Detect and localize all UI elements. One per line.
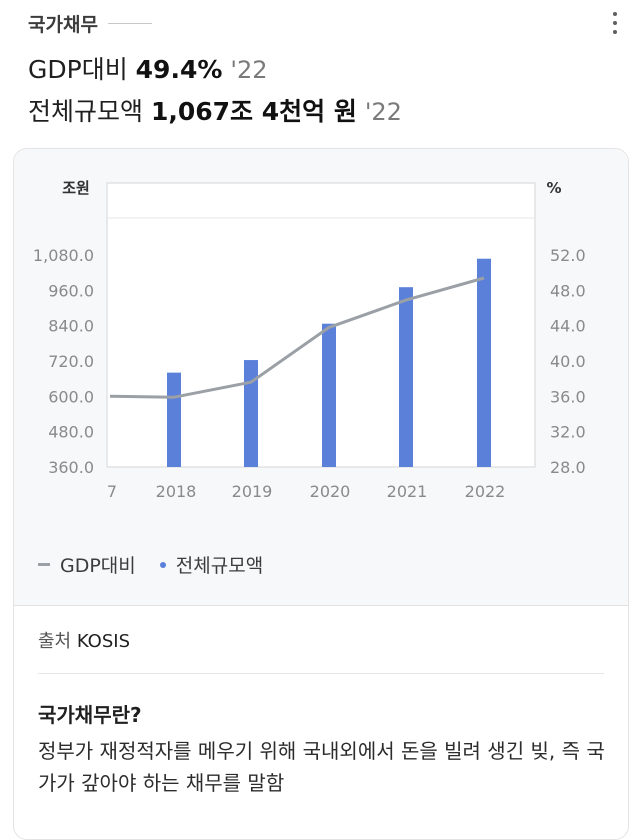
stat-year: '22: [230, 56, 268, 84]
bar-2019: [244, 360, 258, 467]
stat-gdp-ratio: GDP대비 49.4% '22: [28, 50, 267, 86]
bar-2022: [477, 258, 491, 467]
chart-legend: GDP대비 전체규모액: [38, 551, 263, 578]
legend-line-label: GDP대비: [60, 555, 136, 577]
source-line: 출처 KOSIS: [38, 627, 130, 653]
bar-2020: [322, 323, 336, 467]
left-tick-label: 720.0: [48, 352, 94, 371]
more-options-icon[interactable]: [612, 12, 618, 34]
divider: [38, 673, 604, 674]
stat-value: 1,067조 4천억 원: [150, 97, 357, 126]
definition-title: 국가채무란?: [38, 703, 142, 727]
x-tick-label: 2022: [465, 482, 506, 501]
left-tick-label: 480.0: [48, 423, 94, 442]
bar-2018: [167, 372, 181, 467]
x-tick-label: 2021: [387, 482, 428, 501]
left-tick-label: 960.0: [48, 281, 94, 300]
chart-card: 조원% 1,080.0 960.0 840.0 720.0 600.0 480.0 360.0…: [13, 148, 629, 840]
left-tick-label: 840.0: [48, 317, 94, 336]
right-tick-label: 48.0: [550, 281, 586, 300]
header-divider: [107, 23, 152, 24]
stat-year: '22: [364, 98, 402, 126]
left-tick-label: 1,080.0: [33, 246, 94, 265]
x-tick-label: 2018: [156, 482, 197, 501]
x-tick-label: 7: [107, 482, 117, 501]
source-value: KOSIS: [76, 631, 131, 652]
left-tick-label: 360.0: [48, 458, 94, 477]
legend-bar-label: 전체규모액: [175, 555, 264, 577]
right-axis-unit: %: [546, 179, 561, 197]
right-tick-label: 32.0: [550, 423, 586, 442]
stat-label: GDP대비: [28, 55, 128, 84]
header-title-text: 국가채무: [28, 14, 98, 36]
gdp-ratio-line: [109, 276, 485, 399]
header-title: 국가채무: [28, 10, 152, 37]
chart-svg: 조원 % 1,080.0 960.0 840.0 720.0 600.0 480.0 360.0…: [33, 179, 586, 501]
right-tick-label: 36.0: [550, 387, 586, 406]
right-tick-label: 40.0: [550, 352, 586, 371]
stat-total-amount: 전체규모액 1,067조 4천억 원 '22: [28, 92, 402, 128]
source-label: 출처: [38, 631, 72, 652]
left-axis-unit: 조원: [62, 179, 90, 197]
stat-value: 49.4%: [135, 55, 223, 84]
right-tick-label: 52.0: [550, 246, 586, 265]
right-tick-label: 28.0: [550, 458, 586, 477]
stat-label: 전체규모액: [28, 97, 144, 126]
right-tick-label: 44.0: [550, 317, 586, 336]
legend-line-swatch: [38, 563, 50, 566]
x-tick-label: 2020: [310, 482, 351, 501]
x-tick-label: 2019: [232, 482, 273, 501]
definition-body: 정부가 재정적자를 메우기 위해 국내외에서 돈을 빌려 생긴 빚, 즉 국가가…: [38, 739, 605, 795]
left-tick-label: 600.0: [48, 387, 94, 406]
bar-2021: [399, 287, 413, 467]
chart-area: 조원% 1,080.0 960.0 840.0 720.0 600.0 480.0 360.0…: [14, 149, 628, 606]
legend-bar-swatch: [159, 561, 166, 568]
